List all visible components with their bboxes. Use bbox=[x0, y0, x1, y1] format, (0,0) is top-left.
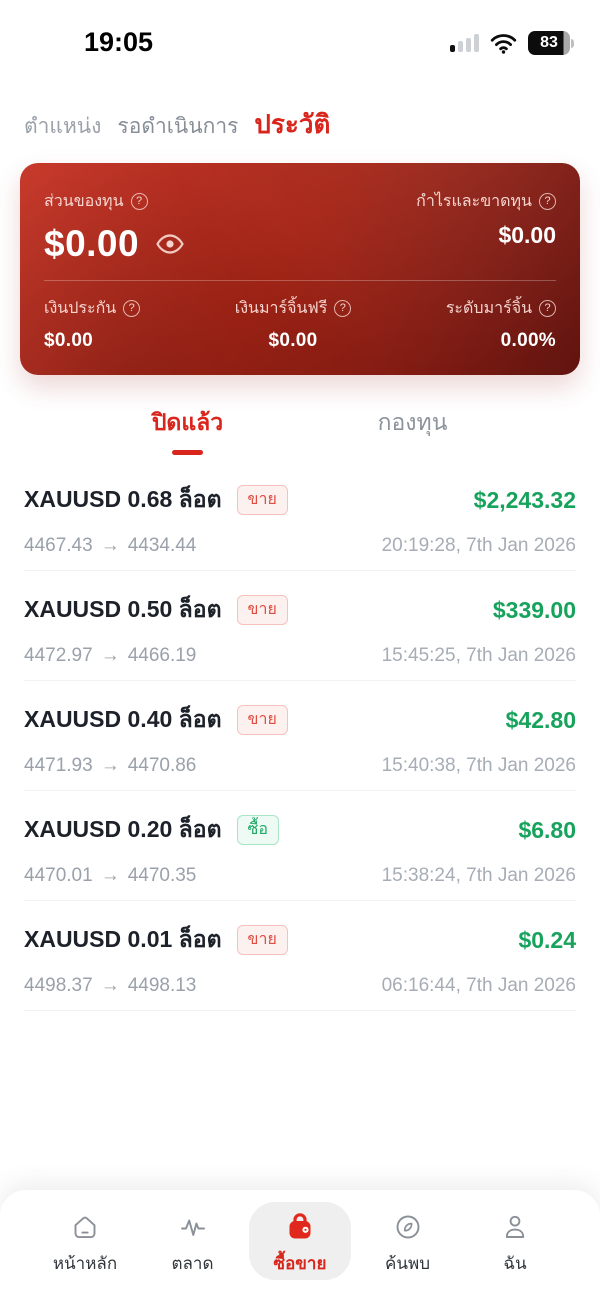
order-symbol-lots: XAUUSD 0.68 ล็อต bbox=[24, 486, 222, 512]
help-icon[interactable]: ? bbox=[123, 300, 141, 317]
status-icons: 83 bbox=[450, 31, 574, 55]
subtab-closed-label: ปิดแล้ว bbox=[151, 409, 224, 435]
market-pulse-icon bbox=[178, 1211, 208, 1243]
order-symbol-lots: XAUUSD 0.20 ล็อต bbox=[24, 816, 222, 842]
order-symbol-lots: XAUUSD 0.40 ล็อต bbox=[24, 706, 222, 732]
subtab-funds-label: กองทุน bbox=[377, 409, 448, 435]
arrow-icon: → bbox=[100, 755, 120, 776]
top-tab-bar: ตำแหน่ง รอดำเนินการ ประวัติ bbox=[0, 70, 600, 145]
nav-trade-label: ซื้อขาย bbox=[273, 1254, 327, 1273]
nav-trade[interactable]: ซื้อขาย bbox=[249, 1202, 351, 1280]
order-prices: 4470.01 → 4470.35 bbox=[24, 865, 197, 886]
arrow-icon: → bbox=[100, 645, 120, 666]
equity-label: ส่วนของทุน bbox=[44, 193, 124, 210]
free-margin-block: เงินมาร์จิ้นฟรี ? $0.00 bbox=[235, 296, 352, 352]
order-prices: 4472.97 → 4466.19 bbox=[24, 645, 197, 666]
order-close-time: 15:40:38, 7th Jan 2026 bbox=[381, 755, 576, 776]
order-prices: 4467.43 → 4434.44 bbox=[24, 535, 197, 556]
trade-wallet-icon bbox=[284, 1211, 316, 1243]
home-icon bbox=[70, 1211, 100, 1243]
battery-percent: 83 bbox=[540, 34, 558, 51]
wifi-icon bbox=[490, 33, 517, 54]
help-icon[interactable]: ? bbox=[539, 193, 556, 210]
help-icon[interactable]: ? bbox=[539, 300, 556, 317]
bottom-nav-bar: หน้าหลัก ตลาด ซื้อขาย ค้นพบ bbox=[0, 1190, 600, 1304]
eye-icon[interactable] bbox=[154, 232, 186, 256]
cellular-signal-icon bbox=[450, 34, 479, 52]
profile-person-icon bbox=[500, 1211, 530, 1243]
arrow-icon: → bbox=[100, 975, 120, 996]
nav-market[interactable]: ตลาด bbox=[142, 1202, 244, 1280]
order-side-badge: ขาย bbox=[236, 595, 288, 625]
discover-compass-icon bbox=[393, 1211, 423, 1243]
active-tab-indicator bbox=[172, 450, 203, 455]
order-profit: $339.00 bbox=[492, 596, 576, 623]
order-side-badge: ขาย bbox=[236, 925, 288, 955]
margin-label: เงินประกัน bbox=[44, 300, 117, 317]
order-close-time: 06:16:44, 7th Jan 2026 bbox=[381, 975, 576, 996]
order-row[interactable]: XAUUSD 0.68 ล็อต ขาย $2,243.32 4467.43 → 4… bbox=[24, 461, 576, 571]
subtab-closed[interactable]: ปิดแล้ว bbox=[75, 405, 300, 455]
pnl-value: $0.00 bbox=[498, 222, 556, 248]
status-bar: 19:05 83 bbox=[0, 0, 600, 70]
closed-orders-list: XAUUSD 0.68 ล็อต ขาย $2,243.32 4467.43 → 4… bbox=[0, 461, 600, 1011]
tab-pending[interactable]: รอดำเนินการ bbox=[117, 115, 239, 138]
order-profit: $42.80 bbox=[505, 706, 576, 733]
equity-value: $0.00 bbox=[44, 223, 140, 264]
account-summary-card: ส่วนของทุน ? $0.00 กำไรและขาดทุน ? $0.00… bbox=[20, 163, 580, 375]
nav-home-label: หน้าหลัก bbox=[52, 1254, 118, 1273]
nav-market-label: ตลาด bbox=[171, 1254, 214, 1273]
nav-profile-label: ฉัน bbox=[503, 1254, 527, 1273]
order-row[interactable]: XAUUSD 0.40 ล็อต ขาย $42.80 4471.93 → 4470… bbox=[24, 681, 576, 791]
order-row[interactable]: XAUUSD 0.20 ล็อต ซื้อ $6.80 4470.01 → 4470… bbox=[24, 791, 576, 901]
order-close-time: 15:38:24, 7th Jan 2026 bbox=[381, 865, 576, 886]
nav-discover[interactable]: ค้นพบ bbox=[357, 1202, 459, 1280]
card-divider bbox=[44, 280, 556, 281]
equity-block: ส่วนของทุน ? $0.00 bbox=[44, 189, 186, 265]
tab-positions[interactable]: ตำแหน่ง bbox=[24, 115, 102, 138]
order-side-badge: ขาย bbox=[236, 705, 288, 735]
margin-block: เงินประกัน ? $0.00 bbox=[44, 296, 141, 352]
order-prices: 4471.93 → 4470.86 bbox=[24, 755, 197, 776]
order-row[interactable]: XAUUSD 0.50 ล็อต ขาย $339.00 4472.97 → 446… bbox=[24, 571, 576, 681]
subtab-funds[interactable]: กองทุน bbox=[300, 405, 525, 455]
history-sub-tabs: ปิดแล้ว กองทุน bbox=[75, 405, 525, 455]
nav-home[interactable]: หน้าหลัก bbox=[34, 1202, 136, 1280]
order-side-badge: ซื้อ bbox=[236, 815, 279, 845]
margin-level-value: 0.00% bbox=[500, 330, 556, 351]
margin-level-block: ระดับมาร์จิ้น ? 0.00% bbox=[446, 296, 556, 352]
order-profit: $0.24 bbox=[518, 926, 576, 953]
battery-icon: 83 bbox=[528, 31, 574, 55]
order-close-time: 20:19:28, 7th Jan 2026 bbox=[381, 535, 576, 556]
help-icon[interactable]: ? bbox=[334, 300, 352, 317]
tab-history[interactable]: ประวัติ bbox=[254, 109, 331, 139]
free-margin-label: เงินมาร์จิ้นฟรี bbox=[234, 300, 328, 317]
arrow-icon: → bbox=[100, 865, 120, 886]
pnl-block: กำไรและขาดทุน ? $0.00 bbox=[416, 189, 556, 249]
order-profit: $2,243.32 bbox=[473, 486, 576, 513]
arrow-icon: → bbox=[100, 535, 120, 556]
nav-profile[interactable]: ฉัน bbox=[464, 1202, 566, 1280]
help-icon[interactable]: ? bbox=[130, 193, 148, 210]
margin-level-label: ระดับมาร์จิ้น bbox=[445, 300, 532, 317]
order-side-badge: ขาย bbox=[236, 485, 288, 515]
pnl-label: กำไรและขาดทุน bbox=[416, 193, 532, 210]
order-prices: 4498.37 → 4498.13 bbox=[24, 975, 197, 996]
order-profit: $6.80 bbox=[518, 816, 576, 843]
order-row[interactable]: XAUUSD 0.01 ล็อต ขาย $0.24 4498.37 → 4498.… bbox=[24, 901, 576, 1011]
margin-value: $0.00 bbox=[44, 330, 94, 351]
order-symbol-lots: XAUUSD 0.01 ล็อต bbox=[24, 926, 222, 952]
order-symbol-lots: XAUUSD 0.50 ล็อต bbox=[24, 596, 222, 622]
clock: 19:05 bbox=[84, 27, 154, 57]
nav-discover-label: ค้นพบ bbox=[385, 1254, 430, 1273]
free-margin-value: $0.00 bbox=[268, 330, 318, 351]
order-close-time: 15:45:25, 7th Jan 2026 bbox=[381, 645, 576, 666]
